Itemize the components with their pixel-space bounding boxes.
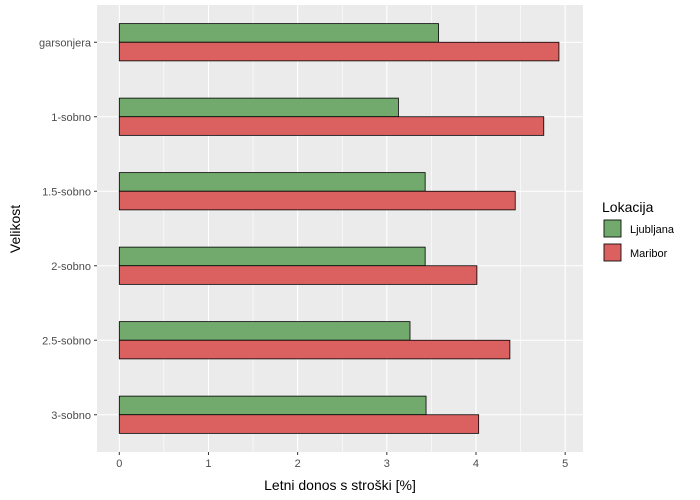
- bar-ljubljana-2.5-sobno: [118, 321, 411, 341]
- y-tick-label: 3-sobno: [51, 410, 91, 422]
- y-axis-title: Velikost: [7, 205, 23, 253]
- bar-ljubljana-3-sobno: [118, 395, 427, 416]
- x-tick-label: 0: [116, 458, 122, 470]
- bar-ljubljana-1-sobno: [118, 97, 399, 118]
- bar-maribor-2.5-sobno: [118, 339, 511, 360]
- legend-items: Ljubljana Maribor: [603, 219, 675, 262]
- legend-swatch-maribor: [603, 243, 622, 262]
- bar-maribor-garsonjera: [118, 41, 560, 62]
- grid-minor: [163, 5, 521, 452]
- x-tick-label: 3: [384, 458, 390, 470]
- bar-maribor-1-sobno: [118, 116, 545, 136]
- bar-ljubljana-1.5-sobno: [118, 172, 426, 192]
- x-tick-label: 4: [473, 458, 479, 470]
- y-tick-label: 2-sobno: [51, 261, 91, 273]
- legend-label-maribor: Maribor: [630, 248, 668, 260]
- plot-panel: [97, 5, 583, 452]
- x-tick-label: 1: [205, 458, 211, 470]
- bar-maribor-3-sobno: [118, 414, 480, 434]
- y-axis: garsonjera 1-sobno 1.5-sobno 2-sobno 2.5-sob…: [39, 37, 97, 422]
- bars: [118, 23, 560, 434]
- legend-swatch-ljubljana: [603, 219, 622, 238]
- y-tick-label: 1-sobno: [51, 112, 91, 124]
- x-tick-label: 2: [295, 458, 301, 470]
- bar-maribor-2-sobno: [118, 265, 478, 285]
- x-axis: 0 1 2 3 4 5: [116, 452, 568, 470]
- y-tick-label: 2.5-sobno: [42, 335, 91, 347]
- x-axis-title: Letni donos s stroški [%]: [264, 477, 416, 493]
- bar-maribor-1.5-sobno: [118, 190, 516, 211]
- legend: Lokacija Ljubljana Maribor: [602, 199, 675, 262]
- x-tick-label: 5: [562, 458, 568, 470]
- legend-title: Lokacija: [602, 199, 654, 215]
- legend-label-ljubljana: Ljubljana: [630, 224, 675, 236]
- bar-ljubljana-2-sobno: [118, 246, 426, 267]
- y-tick-label: 1.5-sobno: [42, 186, 91, 198]
- y-tick-label: garsonjera: [39, 37, 92, 49]
- bar-ljubljana-garsonjera: [118, 23, 439, 43]
